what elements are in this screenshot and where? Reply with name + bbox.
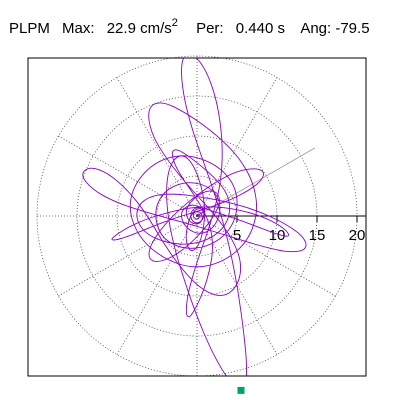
grid-spoke-240	[116, 215, 198, 355]
angle-label: Ang:	[300, 20, 332, 37]
tick-label-20: 20	[349, 227, 366, 244]
max-label: Max:	[62, 20, 95, 37]
end-marker	[237, 386, 245, 394]
particle-motion-trace	[82, 58, 307, 376]
plot-frame	[27, 57, 367, 377]
period-value: 0.440 s	[235, 20, 285, 37]
period-label: Per:	[196, 20, 224, 37]
tick-label-5: 5	[233, 227, 241, 244]
radial-tick-labels: 5 10 15 20	[233, 227, 366, 244]
chart-title-bar: PLPM Max: 22.9 cm/s2 Per: 0.440 s Ang: -…	[9, 17, 370, 37]
max-unit-exponent: 2	[171, 17, 178, 29]
max-value: 22.9	[106, 20, 136, 37]
grid-spoke-60	[196, 77, 278, 217]
tick-label-15: 15	[309, 227, 326, 244]
station-code: PLPM	[9, 20, 50, 37]
tick-label-10: 10	[269, 227, 286, 244]
grid-spoke-150	[58, 135, 198, 217]
angle-value: -79.5	[335, 20, 370, 37]
max-unit: cm/s	[140, 20, 172, 37]
